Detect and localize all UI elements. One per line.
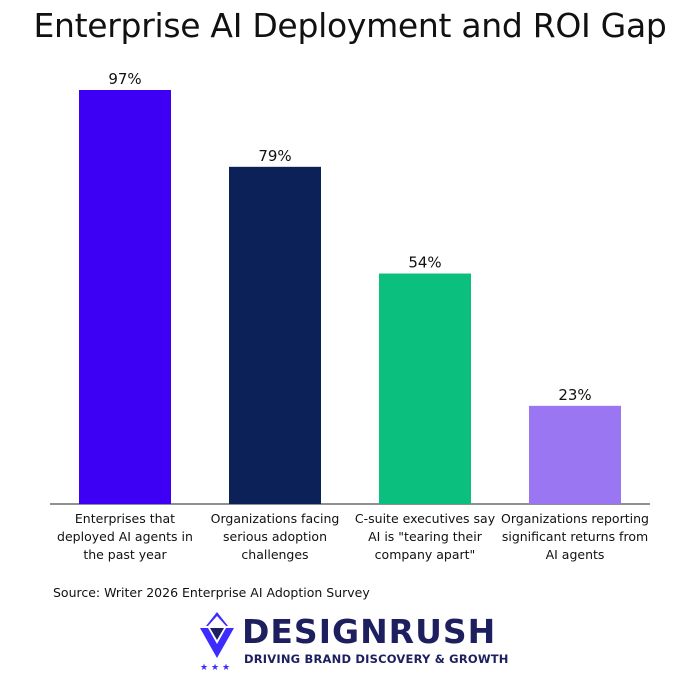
category-label-2: Organizations facing serious adoption chal… bbox=[211, 511, 340, 562]
bar-1 bbox=[79, 90, 171, 504]
bar-value-label-2: 79% bbox=[258, 147, 291, 165]
brand-name: DESIGNRUSH bbox=[242, 612, 497, 651]
bar-2 bbox=[229, 166, 321, 504]
bar-4 bbox=[529, 405, 621, 504]
category-label-1: Enterprises that deployed AI agents in the… bbox=[57, 511, 193, 562]
bars-group: 97% Enterprises that deployed AI agents in… bbox=[57, 70, 649, 562]
bar-3 bbox=[379, 273, 471, 504]
source-note: Source: Writer 2026 Enterprise AI Adopti… bbox=[53, 585, 370, 600]
brand-tagline: DRIVING BRAND DISCOVERY & GROWTH bbox=[244, 652, 509, 666]
bar-value-label-3: 54% bbox=[408, 254, 441, 272]
designrush-logo-icon: ★ ★ ★ bbox=[200, 612, 234, 672]
bar-value-label-1: 97% bbox=[108, 70, 141, 88]
chart-title: Enterprise AI Deployment and ROI Gap bbox=[33, 6, 667, 45]
designrush-logo: ★ ★ ★ DESIGNRUSH DRIVING BRAND DISCOVERY… bbox=[196, 610, 516, 674]
category-label-3: C-suite executives say AI is "tearing the… bbox=[355, 511, 496, 562]
svg-text:★: ★ bbox=[222, 663, 230, 672]
bar-value-label-4: 23% bbox=[558, 386, 591, 404]
svg-text:★: ★ bbox=[200, 663, 208, 672]
category-label-4: Organizations reporting significant retur… bbox=[501, 511, 649, 562]
svg-text:★: ★ bbox=[211, 663, 219, 672]
